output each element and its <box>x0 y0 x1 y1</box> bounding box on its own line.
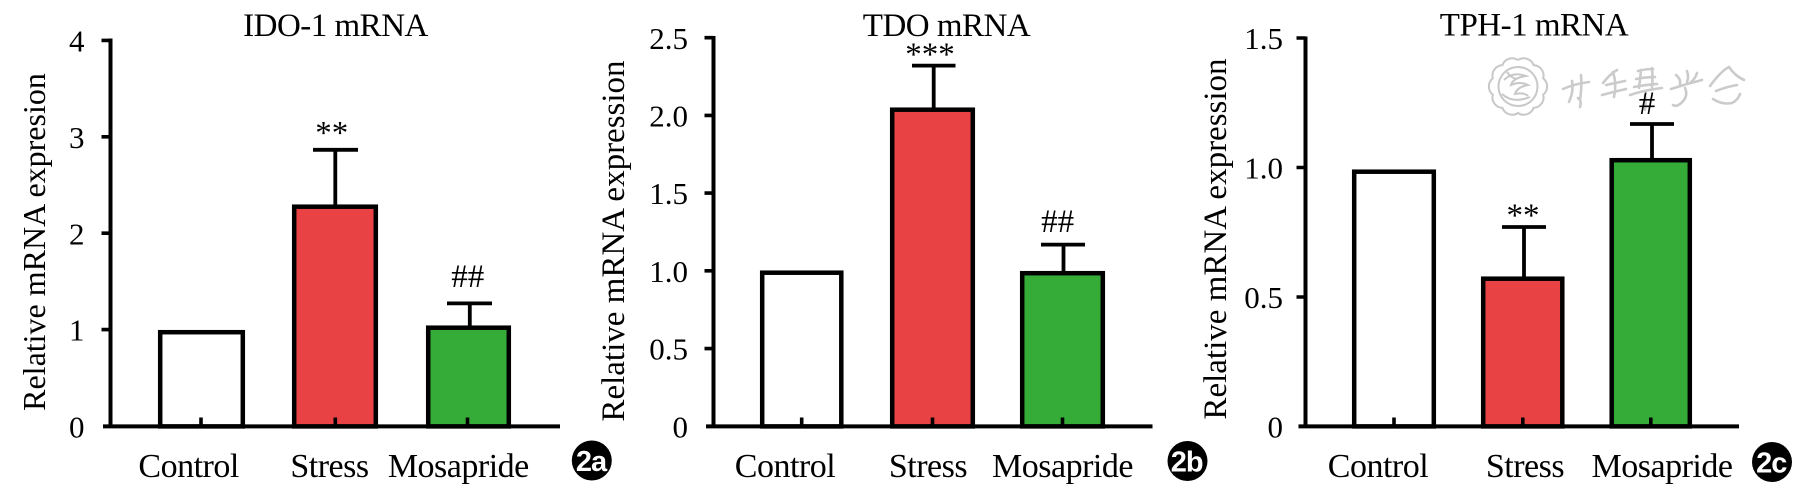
svg-text:Stress: Stress <box>290 448 368 485</box>
svg-text:Relative mRNA expresion: Relative mRNA expresion <box>16 73 52 411</box>
svg-text:0: 0 <box>673 410 689 445</box>
svg-text:***: *** <box>905 37 955 73</box>
svg-text:TDO mRNA: TDO mRNA <box>863 8 1031 44</box>
svg-text:Stress: Stress <box>1486 448 1564 485</box>
svg-text:1.0: 1.0 <box>1244 151 1283 186</box>
svg-text:2c: 2c <box>1756 448 1787 480</box>
svg-text:3: 3 <box>69 120 85 155</box>
svg-text:Relative mRNA expression: Relative mRNA expression <box>596 60 632 421</box>
svg-text:0: 0 <box>69 410 85 445</box>
svg-text:**: ** <box>315 116 348 152</box>
svg-text:1.0: 1.0 <box>649 254 688 289</box>
svg-text:TPH-1 mRNA: TPH-1 mRNA <box>1440 8 1629 44</box>
svg-text:2b: 2b <box>1171 447 1203 479</box>
svg-text:2.0: 2.0 <box>649 99 688 134</box>
svg-text:2.5: 2.5 <box>649 21 688 56</box>
svg-text:0.5: 0.5 <box>649 332 688 367</box>
svg-text:Relative mRNA expression: Relative mRNA expression <box>1198 58 1234 419</box>
svg-text:0: 0 <box>1268 410 1284 445</box>
svg-text:Mosapride: Mosapride <box>388 448 529 485</box>
svg-text:##: ## <box>451 259 484 295</box>
svg-text:0.5: 0.5 <box>1244 280 1283 315</box>
svg-text:Control: Control <box>1328 448 1428 485</box>
svg-text:Mosapride: Mosapride <box>992 448 1133 485</box>
svg-text:1.5: 1.5 <box>1244 21 1283 56</box>
svg-text:Control: Control <box>138 448 238 485</box>
svg-text:IDO-1 mRNA: IDO-1 mRNA <box>243 8 428 44</box>
svg-text:1.5: 1.5 <box>649 176 688 211</box>
svg-text:#: # <box>1639 86 1656 122</box>
svg-text:2a: 2a <box>576 446 608 478</box>
svg-text:**: ** <box>1507 198 1540 234</box>
svg-text:2: 2 <box>69 216 85 251</box>
svg-text:Mosapride: Mosapride <box>1592 448 1733 485</box>
svg-text:Control: Control <box>735 448 835 485</box>
svg-text:##: ## <box>1041 204 1074 240</box>
svg-text:1: 1 <box>69 313 85 348</box>
svg-text:4: 4 <box>69 24 85 59</box>
svg-text:Stress: Stress <box>889 448 967 485</box>
